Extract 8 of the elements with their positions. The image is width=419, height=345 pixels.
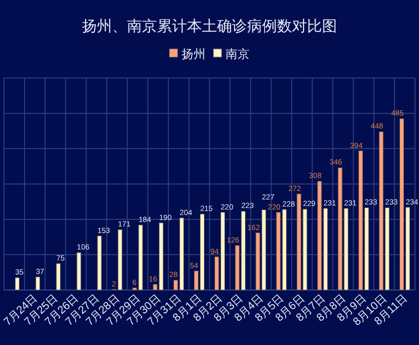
legend-label: 扬州	[182, 47, 206, 61]
chart-title: 扬州、南京累计本土确诊病例数对比图	[82, 18, 337, 35]
bar	[56, 263, 61, 290]
bar	[36, 276, 40, 290]
bar	[15, 277, 20, 290]
legend-label: 南京	[226, 47, 250, 61]
bar	[76, 252, 82, 290]
bar	[97, 236, 102, 290]
